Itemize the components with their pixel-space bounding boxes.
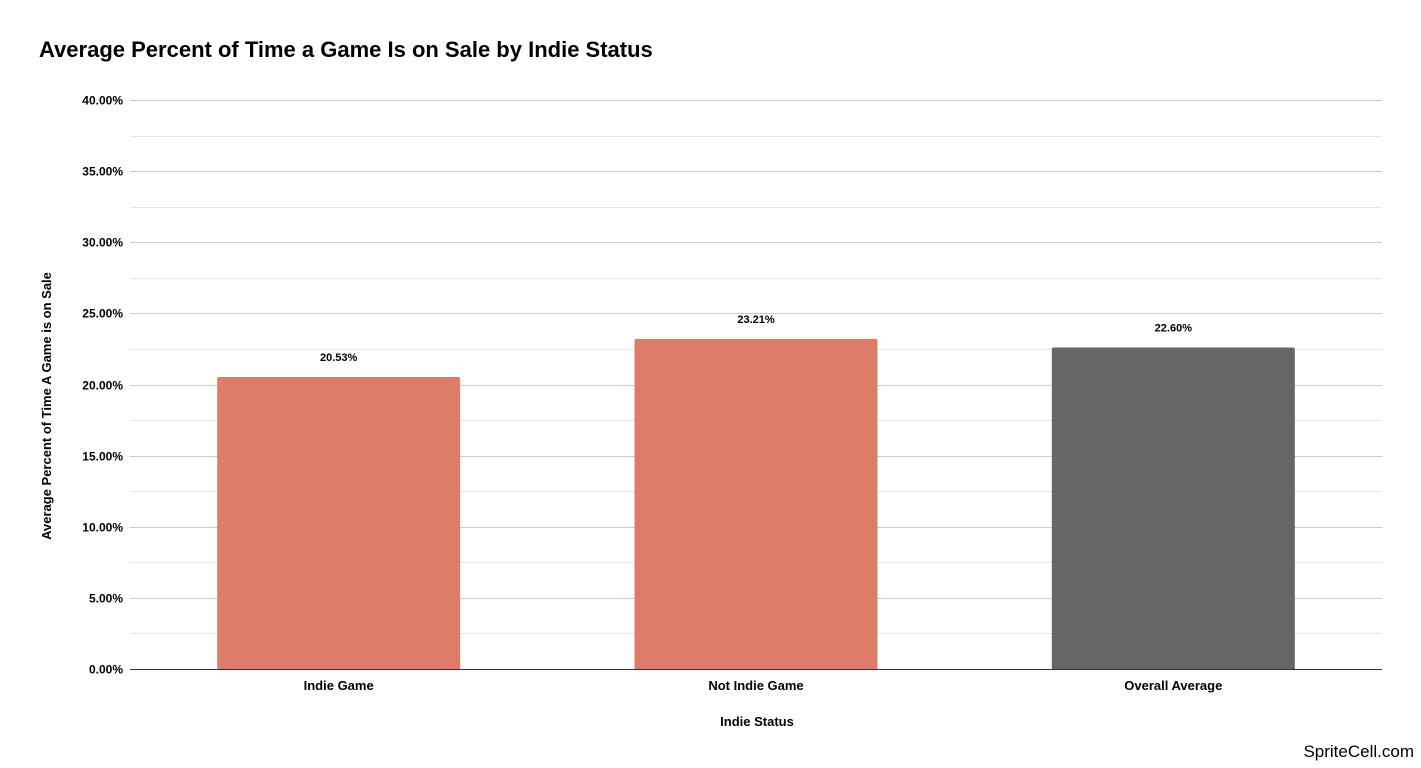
- y-tick-label: 15.00%: [82, 450, 123, 464]
- x-axis-categories: Indie Game Not Indie Game Overall Average: [304, 678, 1223, 693]
- x-axis-title: Indie Status: [720, 714, 794, 729]
- y-tick-label: 25.00%: [82, 307, 123, 321]
- y-tick-label: 5.00%: [89, 592, 123, 606]
- x-tick-label: Not Indie Game: [708, 678, 803, 693]
- bar-not-indie-game: [634, 338, 878, 669]
- chart-title: Average Percent of Time a Game Is on Sal…: [39, 37, 653, 62]
- y-tick-label: 30.00%: [82, 236, 123, 250]
- data-label: 23.21%: [737, 314, 775, 326]
- y-tick-label: 20.00%: [82, 379, 123, 393]
- y-axis-title: Average Percent of Time A Game is on Sal…: [39, 272, 54, 540]
- data-labels: 20.53% 23.21% 22.60%: [320, 314, 1192, 364]
- x-tick-label: Indie Game: [304, 678, 374, 693]
- y-tick-label: 10.00%: [82, 521, 123, 535]
- y-tick-label: 0.00%: [89, 663, 123, 677]
- bars: [217, 338, 1295, 669]
- y-tick-label: 35.00%: [82, 165, 123, 179]
- x-tick-label: Overall Average: [1124, 678, 1222, 693]
- bar-overall-average: [1051, 347, 1295, 669]
- bar-indie-game: [217, 376, 461, 669]
- watermark: SpriteCell.com: [1303, 742, 1414, 761]
- data-label: 22.60%: [1155, 323, 1193, 335]
- y-axis-ticks: 0.00% 5.00% 10.00% 15.00% 20.00% 25.00% 30.00%…: [82, 94, 123, 677]
- data-label: 20.53%: [320, 352, 358, 364]
- y-tick-label: 40.00%: [82, 94, 123, 108]
